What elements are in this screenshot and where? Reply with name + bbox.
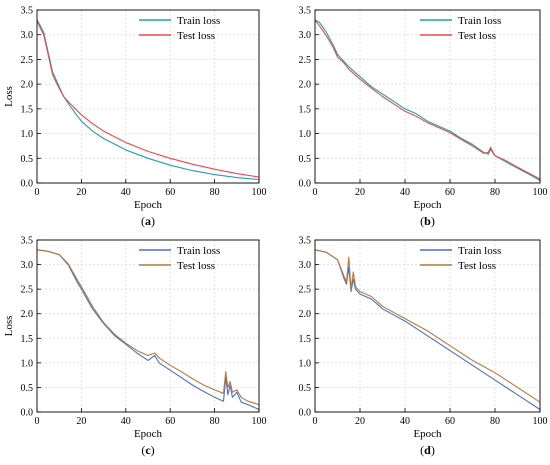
y-tick-label: 0.5 (299, 383, 312, 394)
x-tick-label: 60 (165, 187, 175, 198)
y-tick-label: 3.5 (299, 236, 312, 247)
series-line-test (314, 249, 541, 403)
y-tick-label: 1.0 (299, 358, 312, 369)
y-tick-label: 1.5 (299, 104, 312, 115)
y-tick-label: 3.0 (21, 30, 34, 41)
panel-label: (d) (420, 443, 435, 457)
x-tick-label: 80 (210, 416, 220, 427)
y-axis-label: Loss (3, 86, 15, 107)
x-tick-label: 100 (252, 416, 267, 427)
series-line-test (36, 249, 260, 406)
x-tick-label: 60 (445, 416, 455, 427)
plot-frame (36, 239, 260, 413)
y-tick-label: 2.5 (21, 55, 34, 66)
legend-entry: Train loss (177, 15, 220, 27)
y-tick-label: 0.0 (21, 179, 34, 190)
x-tick-label: 0 (35, 187, 40, 198)
panel-label: (a) (141, 214, 155, 228)
y-tick-label: 1.0 (21, 129, 34, 140)
x-axis-label: Epoch (413, 199, 442, 211)
x-tick-label: 80 (210, 187, 220, 198)
x-tick-label: 80 (490, 416, 500, 427)
x-tick-label: 60 (445, 187, 455, 198)
y-tick-label: 1.0 (299, 129, 312, 140)
series-line-train (36, 249, 260, 411)
series-line-train (36, 19, 260, 181)
y-tick-label: 0.5 (299, 154, 312, 165)
y-tick-label: 1.5 (21, 334, 34, 345)
legend-entry: Test loss (458, 30, 496, 42)
x-tick-label: 40 (400, 187, 410, 198)
y-tick-label: 2.5 (299, 55, 312, 66)
series-line-train (314, 19, 541, 181)
x-tick-label: 20 (355, 416, 365, 427)
y-tick-label: 0.0 (299, 408, 312, 419)
chart-panel-3: 0 20 40 60 80 100 0.0 0.5 1.0 1.5 2.0 2.5 3.0 3.5 Epoc… (3, 236, 267, 458)
y-tick-label: 2.5 (21, 285, 34, 296)
x-tick-label: 40 (121, 187, 131, 198)
y-tick-label: 1.5 (299, 334, 312, 345)
y-tick-label: 0.5 (21, 383, 34, 394)
x-tick-label: 100 (252, 187, 267, 198)
x-tick-label: 40 (400, 416, 410, 427)
y-tick-label: 0.5 (21, 154, 34, 165)
legend-entry: Train loss (458, 245, 501, 257)
chart-panel-4: 0 20 40 60 80 100 0.0 0.5 1.0 1.5 2.0 2.5 3.0 3.5 Epoc… (299, 236, 548, 458)
x-tick-label: 0 (35, 416, 40, 427)
chart-panel-2: 0 20 40 60 80 100 0.0 0.5 1.0 1.5 2.0 2.5 3.0 3.5 Epoc… (299, 6, 548, 229)
y-tick-label: 2.0 (299, 309, 312, 320)
plot-frame (314, 239, 541, 413)
legend-entry: Test loss (177, 260, 215, 272)
y-tick-label: 3.0 (299, 30, 312, 41)
y-tick-label: 0.0 (21, 408, 34, 419)
x-tick-label: 0 (313, 187, 318, 198)
y-tick-label: 1.0 (21, 358, 34, 369)
panel-label: (c) (141, 443, 154, 457)
y-tick-label: 3.5 (299, 6, 312, 17)
x-axis-label: Epoch (413, 428, 442, 440)
x-tick-label: 20 (355, 187, 365, 198)
x-tick-label: 20 (76, 187, 86, 198)
y-tick-label: 3.0 (299, 260, 312, 271)
y-tick-label: 1.5 (21, 104, 34, 115)
y-tick-label: 0.0 (299, 179, 312, 190)
plot-frame (36, 9, 260, 184)
series-line-train (314, 249, 541, 410)
x-tick-label: 100 (533, 187, 548, 198)
legend-entry: Train loss (458, 15, 501, 27)
y-tick-label: 3.0 (21, 260, 34, 271)
series-line-test (314, 19, 541, 180)
x-tick-label: 80 (490, 187, 500, 198)
y-tick-label: 2.0 (299, 80, 312, 91)
x-tick-label: 40 (121, 416, 131, 427)
legend-entry: Test loss (458, 260, 496, 272)
legend-entry: Train loss (177, 245, 220, 257)
legend-entry: Test loss (177, 30, 215, 42)
x-tick-label: 20 (76, 416, 86, 427)
y-tick-label: 2.0 (21, 80, 34, 91)
series-line-test (36, 19, 260, 178)
x-tick-label: 100 (533, 416, 548, 427)
y-tick-label: 3.5 (21, 236, 34, 247)
y-tick-label: 2.5 (299, 285, 312, 296)
x-axis-label: Epoch (134, 428, 163, 440)
y-tick-label: 2.0 (21, 309, 34, 320)
x-tick-label: 60 (165, 416, 175, 427)
plot-frame (314, 9, 541, 184)
y-axis-label: Loss (3, 316, 15, 337)
chart-panel-1: 0 20 40 60 80 100 0.0 0.5 1.0 1.5 2.0 2.5 3.0 3.5 Epoc… (3, 6, 267, 229)
y-tick-label: 3.5 (21, 6, 34, 17)
x-axis-label: Epoch (134, 199, 163, 211)
x-tick-label: 0 (313, 416, 318, 427)
panel-label: (b) (420, 214, 435, 228)
